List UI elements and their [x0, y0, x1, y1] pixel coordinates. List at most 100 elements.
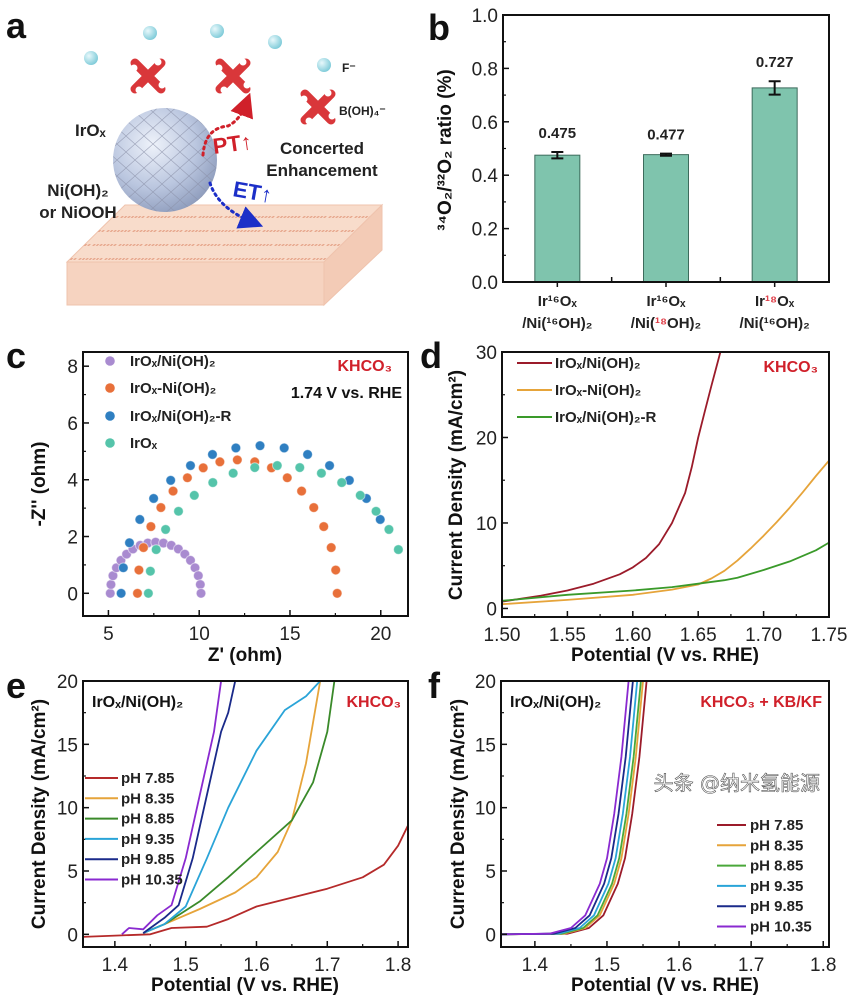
data-point	[194, 579, 206, 590]
data-point	[105, 579, 117, 590]
data-point	[182, 472, 193, 484]
y-tick-label: 0	[67, 925, 78, 946]
y-axis-title: Current Density (mA/cm²)	[446, 370, 467, 600]
series-line	[142, 681, 237, 934]
data-point	[155, 502, 167, 513]
x-tick-label: 1.6	[243, 955, 269, 976]
series-line	[142, 681, 321, 934]
legend-label: pH 10.35	[750, 919, 812, 936]
legend-label: pH 7.85	[750, 817, 803, 834]
legend-marker	[105, 383, 115, 393]
data-point	[165, 475, 176, 486]
data-point	[370, 505, 382, 517]
error-bar	[551, 150, 564, 160]
x-tick-label: 1.7	[738, 955, 764, 976]
x-tick-label: 15	[279, 624, 300, 645]
series-line	[501, 681, 648, 936]
y-tick-label: 1.0	[472, 6, 498, 27]
panel-letter-e: e	[6, 665, 26, 706]
legend-label: pH 9.35	[750, 878, 803, 895]
data-point	[134, 514, 146, 525]
data-point	[325, 542, 337, 553]
x-tick-label: 1.8	[385, 955, 411, 976]
panel-d: d 0 10 20 30 1.50 1.55 1.60 1.65 1.70 1.75 Potentia…	[420, 335, 847, 666]
data-label: 0.475	[539, 125, 577, 142]
series-line	[501, 681, 639, 936]
sample-label: IrOₓ/Ni(OH)₂	[510, 694, 601, 711]
series-line	[502, 541, 829, 602]
legend-label: pH 8.85	[121, 811, 174, 828]
enhancement-label: Enhancement	[266, 161, 378, 180]
panel-letter-c: c	[6, 335, 26, 376]
y-tick-label: 0	[486, 599, 497, 620]
y-tick-label: 15	[57, 735, 78, 756]
nickel-hydroxide-slab	[65, 203, 384, 307]
data-point	[188, 490, 200, 501]
data-point	[214, 456, 226, 468]
error-bar	[768, 80, 781, 96]
et-label: ET↑	[231, 176, 274, 207]
series-line	[142, 681, 322, 934]
category-label: Ir¹⁶Oₓ	[646, 293, 686, 310]
plot-area	[104, 440, 404, 599]
data-point	[232, 454, 243, 466]
panel-f: f 0 5 10 15 20 1.4 1.5 1.6 1.7 1.8 Potential (V vs.…	[428, 665, 836, 996]
y-tick-label: 0	[485, 925, 496, 946]
watermark: 头条 @纳米氢能源	[654, 771, 820, 795]
data-point	[393, 544, 404, 555]
data-point	[354, 490, 366, 501]
axes-frame	[82, 680, 409, 948]
panel-letter-f: f	[428, 665, 441, 706]
legend-label: pH 9.85	[750, 898, 803, 915]
y-tick-label: 5	[485, 862, 496, 883]
legend-label: pH 8.35	[121, 790, 174, 807]
substrate-alt-label: or NiOOH	[39, 203, 116, 222]
data-label: 0.477	[647, 127, 685, 144]
panel-letter-b: b	[428, 7, 450, 48]
data-point	[124, 537, 135, 549]
series-line	[501, 681, 630, 936]
data-point	[167, 485, 179, 497]
legend-label: pH 8.35	[750, 837, 803, 854]
y-axis-title: -Z'' (ohm)	[29, 441, 50, 526]
category-label: Ir¹⁸Oₓ	[755, 293, 795, 310]
data-point	[294, 462, 306, 473]
y-tick-label: 0.0	[472, 273, 498, 294]
category-label: Ir¹⁶Oₓ	[538, 293, 578, 310]
plot-area	[83, 681, 408, 938]
legend-marker	[105, 438, 115, 448]
y-axis-title: Current Density (mA/cm²)	[29, 699, 50, 929]
data-point	[138, 542, 149, 553]
panel-letter-d: d	[420, 335, 442, 376]
panel-e: e 0 5 10 15 20 1.4 1.5 1.6 1.7 1.8 Potential (V vs.…	[6, 665, 411, 996]
panel-letter-a: a	[6, 5, 27, 46]
legend-label: pH 9.35	[121, 831, 174, 848]
data-point	[230, 442, 242, 454]
bar	[643, 154, 689, 282]
y-tick-label: 10	[57, 799, 78, 820]
data-point	[143, 587, 154, 599]
legend-label: pH 10.35	[121, 872, 183, 889]
data-point	[324, 460, 335, 471]
category-label: /Ni(¹⁶OH)₂	[740, 315, 810, 332]
borate-label: B(OH)₄⁻	[339, 104, 386, 118]
x-tick-label: 1.75	[811, 625, 848, 646]
plot-area	[534, 80, 798, 282]
plot-area	[501, 681, 648, 936]
data-point	[148, 493, 159, 504]
y-tick-label: 0.2	[472, 220, 498, 241]
x-tick-label: 1.60	[614, 625, 651, 646]
data-point	[281, 472, 293, 484]
electrolyte-label: KHCO₃	[346, 694, 401, 711]
data-point	[227, 467, 239, 479]
series-line	[502, 352, 722, 603]
x-tick-label: 10	[189, 624, 210, 645]
data-point	[173, 505, 184, 517]
sample-label: IrOₓ/Ni(OH)₂	[92, 694, 183, 711]
y-tick-label: 0	[67, 584, 78, 605]
fluoride-label: F⁻	[342, 61, 356, 75]
data-point	[278, 442, 290, 454]
x-tick-label: 1.4	[522, 955, 549, 976]
axes-frame	[82, 351, 409, 617]
series-line	[142, 681, 336, 934]
